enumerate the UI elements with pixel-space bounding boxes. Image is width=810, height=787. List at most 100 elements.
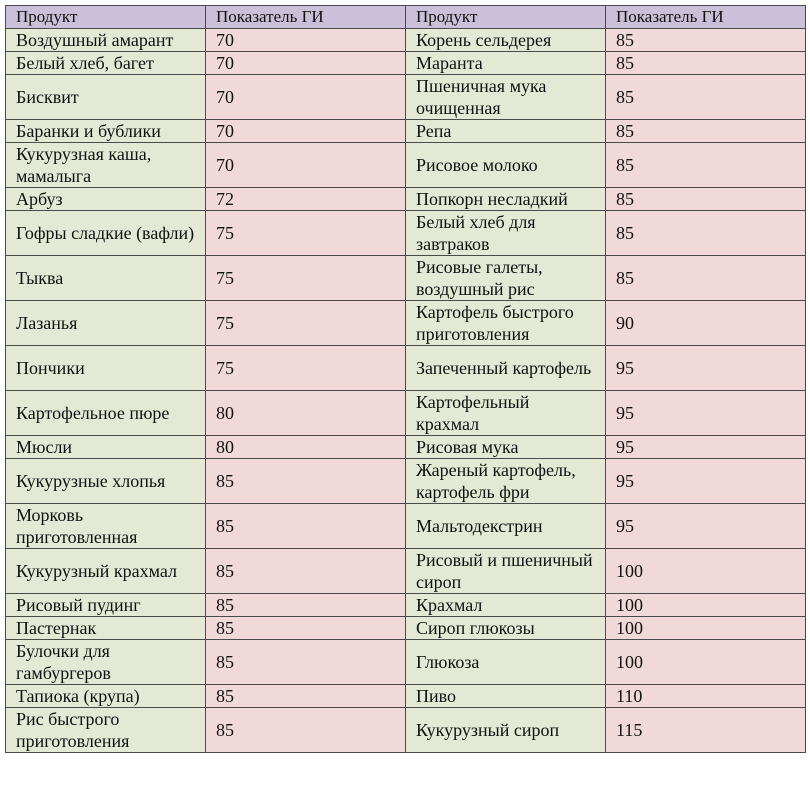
gi-value-cell: 85	[605, 74, 806, 120]
product-cell: Лазанья	[5, 300, 206, 346]
product-cell: Кукурузная каша, мамалыга	[5, 142, 206, 188]
gi-value-cell: 72	[205, 187, 406, 211]
product-cell: Морковь приготовленная	[5, 503, 206, 549]
product-cell: Рисовая мука	[405, 435, 606, 459]
table-row: Пончики 75 Запеченный картофель 95	[5, 345, 806, 391]
gi-value-cell: 70	[205, 51, 406, 75]
table-row: Воздушный амарант 70 Корень сельдерея 85	[5, 28, 806, 52]
product-cell: Рисовый и пшеничный сироп	[405, 548, 606, 594]
product-cell: Картофельный крахмал	[405, 390, 606, 436]
product-cell: Жареный картофель, картофель фри	[405, 458, 606, 504]
gi-value-cell: 85	[605, 187, 806, 211]
gi-value-cell: 70	[205, 74, 406, 120]
table-row: Мюсли 80 Рисовая мука 95	[5, 435, 806, 459]
header-product-right: Продукт	[405, 5, 606, 29]
table-row: Арбуз 72 Попкорн несладкий 85	[5, 187, 806, 211]
gi-value-cell: 100	[605, 639, 806, 685]
gi-value-cell: 85	[205, 548, 406, 594]
gi-value-cell: 80	[205, 390, 406, 436]
product-cell: Репа	[405, 119, 606, 143]
product-cell: Бисквит	[5, 74, 206, 120]
gi-value-cell: 85	[205, 503, 406, 549]
gi-value-cell: 85	[605, 51, 806, 75]
gi-value-cell: 100	[605, 548, 806, 594]
product-cell: Пастернак	[5, 616, 206, 640]
gi-value-cell: 100	[605, 616, 806, 640]
product-cell: Баранки и бублики	[5, 119, 206, 143]
gi-value-cell: 85	[205, 707, 406, 753]
gi-value-cell: 85	[205, 593, 406, 617]
gi-value-cell: 85	[205, 684, 406, 708]
table-row: Рисовый пудинг 85 Крахмал 100	[5, 593, 806, 617]
product-cell: Воздушный амарант	[5, 28, 206, 52]
table-row: Морковь приготовленная 85 Мальтодекстрин…	[5, 503, 806, 549]
product-cell: Кукурузные хлопья	[5, 458, 206, 504]
gi-value-cell: 75	[205, 255, 406, 301]
product-cell: Пшеничная мука очищенная	[405, 74, 606, 120]
header-gi-left: Показатель ГИ	[205, 5, 406, 29]
table-row: Булочки для гамбургеров 85 Глюкоза 100	[5, 639, 806, 685]
gi-value-cell: 85	[605, 210, 806, 256]
gi-value-cell: 75	[205, 300, 406, 346]
table-row: Тыква 75 Рисовые галеты, воздушный рис 8…	[5, 255, 806, 301]
gi-value-cell: 95	[605, 458, 806, 504]
gi-value-cell: 85	[205, 639, 406, 685]
gi-value-cell: 90	[605, 300, 806, 346]
gi-value-cell: 70	[205, 28, 406, 52]
gi-value-cell: 70	[205, 142, 406, 188]
gi-value-cell: 85	[205, 458, 406, 504]
product-cell: Крахмал	[405, 593, 606, 617]
table-row: Пастернак 85 Сироп глюкозы 100	[5, 616, 806, 640]
product-cell: Кукурузный крахмал	[5, 548, 206, 594]
table-row: Кукурузный крахмал 85 Рисовый и пшеничны…	[5, 548, 806, 594]
product-cell: Рисовое молоко	[405, 142, 606, 188]
product-cell: Белый хлеб для завтраков	[405, 210, 606, 256]
table-row: Белый хлеб, багет 70 Маранта 85	[5, 51, 806, 75]
gi-table: Продукт Показатель ГИ Продукт Показатель…	[5, 5, 806, 753]
gi-value-cell: 95	[605, 345, 806, 391]
product-cell: Пончики	[5, 345, 206, 391]
product-cell: Мюсли	[5, 435, 206, 459]
table-row: Лазанья 75 Картофель быстрого приготовле…	[5, 300, 806, 346]
product-cell: Арбуз	[5, 187, 206, 211]
table-row: Кукурузные хлопья 85 Жареный картофель, …	[5, 458, 806, 504]
gi-value-cell: 95	[605, 390, 806, 436]
table-row: Баранки и бублики 70 Репа 85	[5, 119, 806, 143]
product-cell: Глюкоза	[405, 639, 606, 685]
gi-value-cell: 85	[205, 616, 406, 640]
product-cell: Картофельное пюре	[5, 390, 206, 436]
product-cell: Тапиока (крупа)	[5, 684, 206, 708]
product-cell: Запеченный картофель	[405, 345, 606, 391]
gi-value-cell: 110	[605, 684, 806, 708]
gi-value-cell: 80	[205, 435, 406, 459]
product-cell: Рисовые галеты, воздушный рис	[405, 255, 606, 301]
gi-value-cell: 70	[205, 119, 406, 143]
header-product-left: Продукт	[5, 5, 206, 29]
table-row: Гофры сладкие (вафли) 75 Белый хлеб для …	[5, 210, 806, 256]
product-cell: Булочки для гамбургеров	[5, 639, 206, 685]
product-cell: Маранта	[405, 51, 606, 75]
product-cell: Сироп глюкозы	[405, 616, 606, 640]
gi-value-cell: 75	[205, 210, 406, 256]
gi-value-cell: 95	[605, 503, 806, 549]
table-row: Картофельное пюре 80 Картофельный крахма…	[5, 390, 806, 436]
gi-value-cell: 75	[205, 345, 406, 391]
product-cell: Тыква	[5, 255, 206, 301]
gi-value-cell: 115	[605, 707, 806, 753]
gi-value-cell: 85	[605, 142, 806, 188]
gi-value-cell: 85	[605, 255, 806, 301]
product-cell: Картофель быстрого приготовления	[405, 300, 606, 346]
product-cell: Пиво	[405, 684, 606, 708]
product-cell: Мальтодекстрин	[405, 503, 606, 549]
product-cell: Рис быстрого приготовления	[5, 707, 206, 753]
header-gi-right: Показатель ГИ	[605, 5, 806, 29]
table-row: Кукурузная каша, мамалыга 70 Рисовое мол…	[5, 142, 806, 188]
table-row: Бисквит 70 Пшеничная мука очищенная 85	[5, 74, 806, 120]
product-cell: Гофры сладкие (вафли)	[5, 210, 206, 256]
table-row: Рис быстрого приготовления 85 Кукурузный…	[5, 707, 806, 753]
product-cell: Попкорн несладкий	[405, 187, 606, 211]
gi-value-cell: 85	[605, 119, 806, 143]
product-cell: Рисовый пудинг	[5, 593, 206, 617]
gi-value-cell: 100	[605, 593, 806, 617]
table-row: Тапиока (крупа) 85 Пиво 110	[5, 684, 806, 708]
